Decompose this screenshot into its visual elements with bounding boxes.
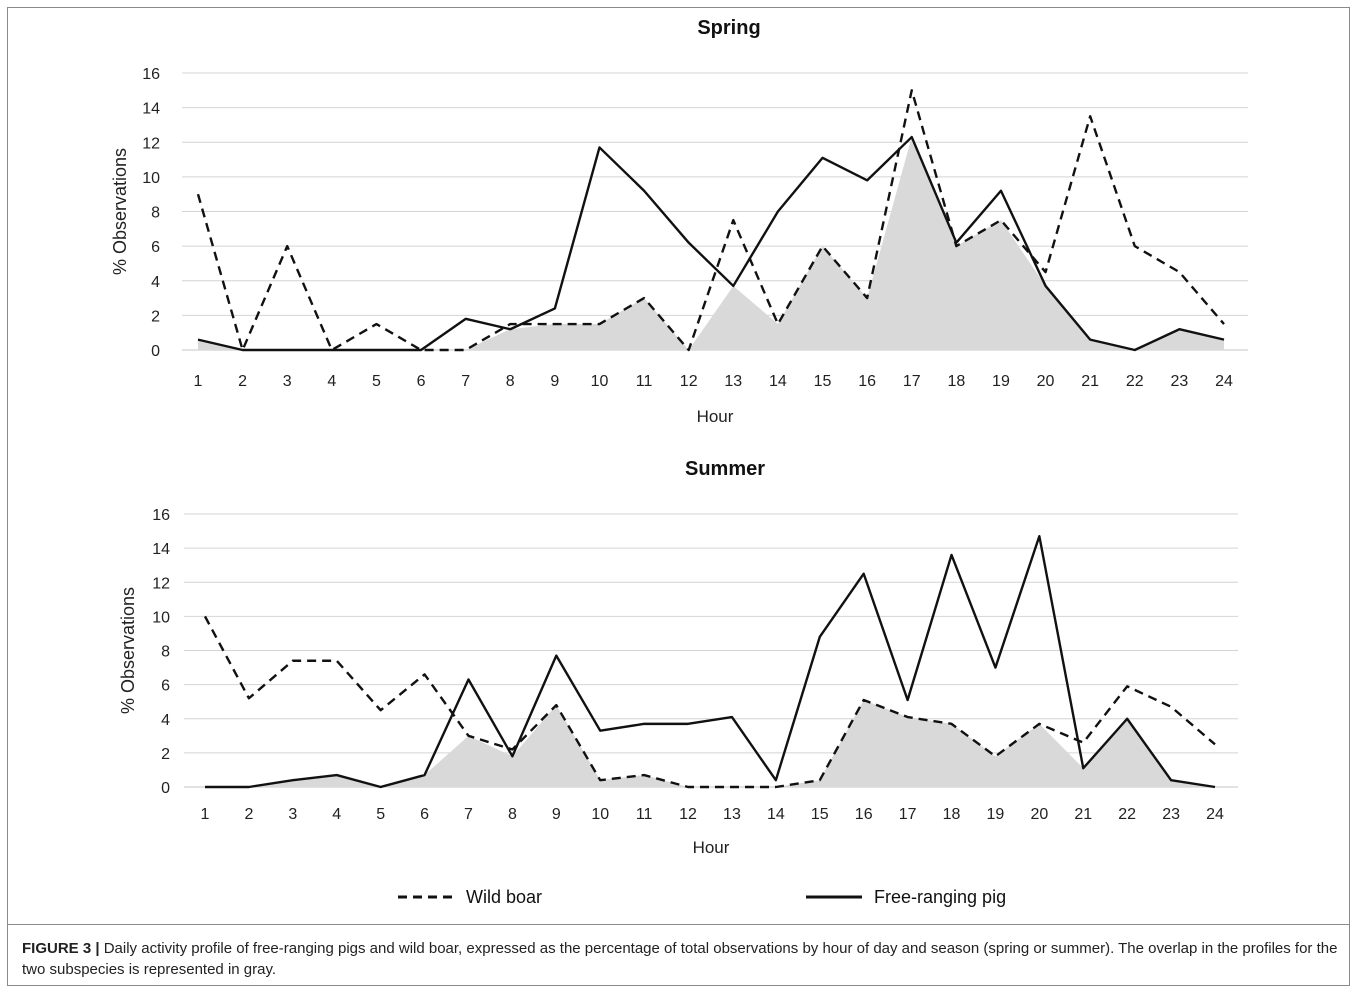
chart-2-x-tick-label: 19 [987, 806, 1005, 823]
chart-2-series-free-ranging-pig [205, 534, 1216, 789]
chart-2-y-tick-label: 16 [152, 507, 170, 524]
chart-2-x-tick-label: 4 [332, 806, 341, 823]
chart-2-y-tick-label: 12 [152, 575, 170, 592]
chart-1-x-tick-label: 10 [591, 373, 609, 390]
chart-1-x-tick-label: 1 [194, 373, 203, 390]
chart-1-x-tick-label: 14 [769, 373, 787, 390]
chart-1-y-tick-label: 12 [142, 135, 160, 152]
figure-caption: FIGURE 3 | Daily activity profile of fre… [22, 938, 1342, 980]
chart-1-title: Spring [697, 17, 760, 39]
chart-1-y-tick-label: 4 [151, 274, 160, 291]
chart-1-y-tick-label: 14 [142, 101, 160, 118]
chart-1-y-tick-label: 6 [151, 239, 160, 256]
figure-frame [7, 7, 1350, 986]
legend: Wild boar Free-ranging pig [0, 882, 1358, 912]
legend-item-wild-boar: Wild boar [398, 882, 542, 912]
chart-2-y-tick-label: 0 [161, 780, 170, 797]
chart-1-x-tick-label: 17 [903, 373, 921, 390]
chart-1-x-tick-label: 9 [550, 373, 559, 390]
chart-2-x-tick-label: 11 [636, 806, 653, 823]
chart-1-series-wild-boar [196, 89, 1225, 352]
chart-1-x-tick-label: 23 [1170, 373, 1188, 390]
chart-1-x-tick-label: 2 [238, 373, 247, 390]
chart-1-y-tick-label: 10 [142, 170, 160, 187]
chart-1-x-axis-label: Hour [697, 407, 734, 426]
chart-1-x-tick-label: 7 [461, 373, 470, 390]
chart-2-x-tick-label: 24 [1206, 806, 1224, 823]
chart-2-x-tick-label: 16 [855, 806, 873, 823]
chart-1-y-tick-label: 2 [151, 308, 160, 325]
chart-1-x-tick-label: 4 [327, 373, 336, 390]
chart-2-x-axis-label: Hour [693, 838, 730, 857]
chart-2-y-tick-label: 8 [161, 644, 170, 661]
chart-2-x-tick-label: 14 [767, 806, 785, 823]
chart-2-overlap-area [205, 699, 1215, 787]
chart-1-x-tick-label: 18 [947, 373, 965, 390]
chart-1-x-tick-label: 19 [992, 373, 1010, 390]
chart-1-overlap-area [198, 137, 1224, 350]
chart-2-y-tick-label: 2 [161, 746, 170, 763]
chart-2-x-tick-label: 17 [899, 806, 917, 823]
caption-text: Daily activity profile of free-ranging p… [22, 940, 1338, 978]
chart-2-y-tick-label: 4 [161, 712, 170, 729]
chart-1-x-tick-label: 16 [858, 373, 876, 390]
chart-2-x-tick-label: 12 [679, 806, 697, 823]
chart-1-x-tick-label: 22 [1126, 373, 1144, 390]
chart-2-x-tick-label: 8 [508, 806, 517, 823]
chart-1-x-tick-label: 6 [417, 373, 426, 390]
chart-1-x-tick-label: 24 [1215, 373, 1233, 390]
chart-2-x-tick-label: 2 [244, 806, 253, 823]
chart-2-x-tick-label: 21 [1074, 806, 1092, 823]
chart-2-x-tick-label: 6 [420, 806, 429, 823]
chart-2-x-tick-label: 5 [376, 806, 385, 823]
caption-label: FIGURE 3 | [22, 940, 100, 957]
legend-dashed-line-icon [398, 895, 454, 899]
chart-1-x-tick-label: 11 [636, 373, 653, 390]
chart-1-x-tick-label: 21 [1081, 373, 1099, 390]
chart-2-x-tick-label: 22 [1118, 806, 1136, 823]
chart-2-x-tick-label: 1 [201, 806, 210, 823]
chart-1-x-tick-label: 12 [680, 373, 698, 390]
chart-2-x-tick-label: 10 [591, 806, 609, 823]
chart-1-x-tick-label: 5 [372, 373, 381, 390]
chart-1-series-free-ranging-pig [197, 135, 1225, 352]
chart-2-x-tick-label: 18 [943, 806, 961, 823]
chart-2-x-tick-label: 9 [552, 806, 561, 823]
chart-2-y-axis-label: % Observations [118, 587, 138, 714]
chart-2-y-tick-label: 14 [152, 541, 170, 558]
chart-2-y-tick-label: 6 [161, 678, 170, 695]
chart-1-y-tick-label: 0 [151, 343, 160, 360]
chart-1-x-tick-label: 15 [814, 373, 832, 390]
chart-2-x-tick-label: 20 [1030, 806, 1048, 823]
legend-item-free-ranging-pig: Free-ranging pig [806, 882, 1006, 912]
chart-1-x-tick-label: 20 [1037, 373, 1055, 390]
legend-solid-line-icon [806, 895, 862, 899]
chart-2-x-tick-label: 7 [464, 806, 473, 823]
chart-2-x-tick-label: 13 [723, 806, 741, 823]
chart-1-y-axis-label: % Observations [110, 148, 130, 275]
legend-label-free-ranging-pig: Free-ranging pig [874, 886, 1007, 907]
legend-label-wild-boar: Wild boar [466, 886, 543, 907]
chart-2-x-tick-label: 23 [1162, 806, 1180, 823]
chart-2-y-tick-label: 10 [152, 609, 170, 626]
chart-2-x-tick-label: 3 [288, 806, 297, 823]
chart-1-y-tick-label: 16 [142, 66, 160, 83]
chart-1-x-tick-label: 13 [724, 373, 742, 390]
caption-divider [8, 924, 1350, 925]
chart-1-y-tick-label: 8 [151, 205, 160, 222]
chart-1-x-tick-label: 3 [283, 373, 292, 390]
chart-2-title: Summer [685, 458, 765, 480]
chart-1-x-tick-label: 8 [506, 373, 515, 390]
chart-2-x-tick-label: 15 [811, 806, 829, 823]
chart-2-series-wild-boar [203, 615, 1216, 789]
